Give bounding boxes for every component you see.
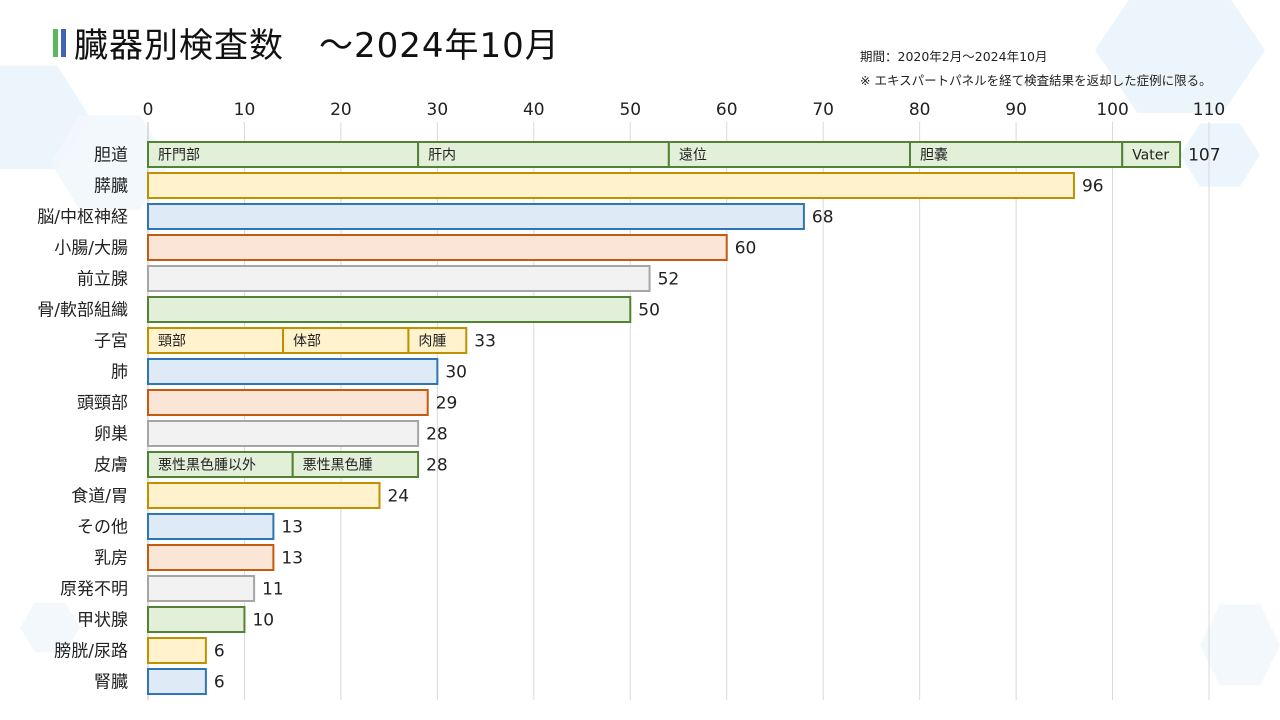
value-label: 29 — [436, 394, 458, 414]
category-label: 前立腺 — [77, 270, 128, 290]
bar — [147, 606, 246, 633]
value-label: 6 — [214, 673, 225, 693]
category-label: 子宮 — [94, 332, 128, 352]
value-label: 60 — [735, 239, 757, 259]
value-label: 28 — [426, 425, 448, 445]
segment-label: 肉腫 — [418, 334, 446, 350]
background-hexagon — [1200, 604, 1280, 686]
bar-segment — [147, 451, 294, 478]
bar — [147, 482, 381, 509]
value-label: 30 — [445, 363, 467, 383]
segment-label: 悪性黒色腫 — [303, 457, 373, 474]
x-tick-label: 0 — [143, 100, 154, 120]
value-label: 50 — [638, 301, 660, 321]
bar — [147, 389, 429, 416]
segment-label: 体部 — [293, 334, 321, 350]
segment-label: 肝門部 — [158, 148, 200, 164]
footnote: ※ エキスパートパネルを経て検査結果を返却した症例に限る。 — [860, 73, 1212, 88]
segment-label: 肝内 — [428, 148, 456, 164]
x-tick-label: 110 — [1193, 100, 1225, 120]
bar-segment — [282, 327, 410, 354]
bar — [147, 637, 207, 664]
x-tick-label: 60 — [716, 100, 738, 120]
x-tick-label: 20 — [330, 100, 352, 120]
x-tick-label: 80 — [909, 100, 931, 120]
background-hexagon — [20, 602, 80, 653]
bar — [147, 234, 728, 261]
x-tick-label: 50 — [619, 100, 641, 120]
category-label: 肺 — [111, 363, 128, 383]
value-label: 10 — [252, 611, 274, 631]
bar — [147, 420, 420, 447]
value-label: 33 — [474, 332, 496, 352]
value-label: 68 — [812, 208, 834, 228]
x-tick-label: 10 — [234, 100, 256, 120]
category-label: 食道/胃 — [71, 487, 128, 507]
bar — [147, 203, 805, 230]
category-label: 胆道 — [94, 146, 128, 166]
segment-label: 悪性黒色腫以外 — [158, 457, 256, 474]
bar — [147, 513, 275, 540]
x-tick-label: 70 — [812, 100, 834, 120]
value-label: 96 — [1082, 177, 1104, 197]
value-label: 52 — [658, 270, 680, 290]
bar-segment — [908, 141, 1124, 168]
x-tick-label: 90 — [1005, 100, 1027, 120]
bar-segment — [147, 141, 420, 168]
category-label: 腎臓 — [94, 673, 128, 693]
bar-segment — [407, 327, 468, 354]
value-label: 13 — [281, 518, 303, 538]
value-label: 6 — [214, 642, 225, 662]
category-label: 膀胱/尿路 — [54, 642, 128, 662]
title-block: 臓器別検査数 ～2024年10月 — [53, 18, 560, 67]
category-label: 頭頸部 — [77, 394, 128, 414]
x-tick-label: 100 — [1096, 100, 1128, 120]
bar — [147, 172, 1075, 199]
segment-label: Vater — [1132, 148, 1169, 164]
category-label: 乳房 — [94, 549, 128, 569]
x-tick-label: 30 — [427, 100, 449, 120]
bar — [147, 575, 256, 602]
value-label: 107 — [1188, 146, 1220, 166]
segment-label: 遠位 — [679, 148, 707, 164]
segment-label: 頸部 — [158, 334, 186, 350]
background-hexagon — [1180, 123, 1260, 187]
category-label: 脳/中枢神経 — [37, 208, 128, 228]
period-label: 期間：2020年2月～2024年10月 — [860, 49, 1048, 64]
segment-label: 胆嚢 — [920, 148, 948, 164]
category-label: 皮膚 — [94, 456, 128, 476]
category-label: 甲状腺 — [77, 611, 128, 631]
bar — [147, 358, 439, 385]
category-label: 原発不明 — [60, 580, 128, 600]
category-label: 骨/軟部組織 — [37, 301, 128, 321]
category-label: その他 — [77, 518, 128, 538]
value-label: 28 — [426, 456, 448, 476]
value-label: 13 — [281, 549, 303, 569]
category-label: 膵臓 — [94, 177, 128, 197]
category-label: 小腸/大腸 — [54, 239, 128, 259]
title-accent-icon — [53, 28, 66, 57]
bar-segment — [1121, 141, 1182, 168]
bar-segment — [667, 141, 911, 168]
bar — [147, 296, 632, 323]
bar — [147, 265, 651, 292]
bar — [147, 544, 275, 571]
category-label: 卵巣 — [94, 425, 128, 445]
bar-segment — [291, 451, 420, 478]
page-title: 臓器別検査数 ～2024年10月 — [74, 26, 560, 66]
value-label: 24 — [387, 487, 409, 507]
value-label: 11 — [262, 580, 284, 600]
bar — [147, 668, 207, 695]
x-tick-label: 40 — [523, 100, 545, 120]
